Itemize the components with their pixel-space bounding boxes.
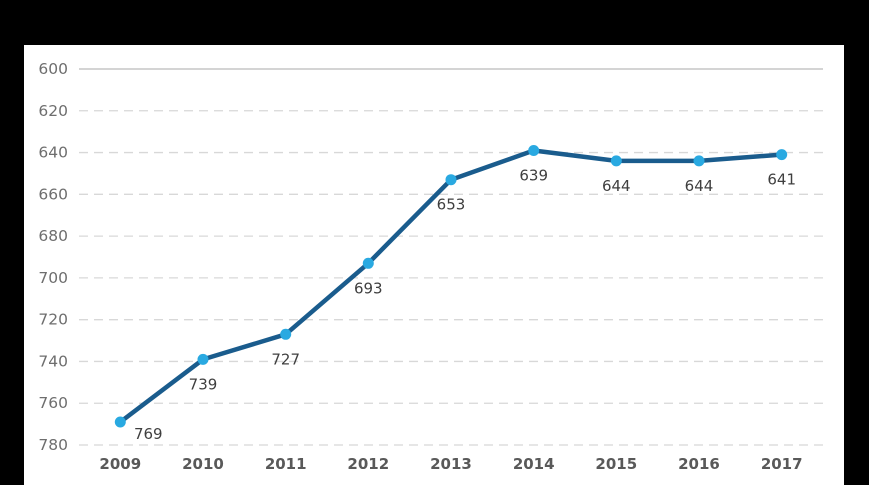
- data-label: 769: [134, 425, 163, 443]
- x-tick-label: 2012: [347, 455, 389, 473]
- data-point-marker: [610, 155, 622, 167]
- plot-background: [24, 45, 844, 485]
- data-label: 639: [519, 167, 548, 185]
- y-tick-label: 680: [38, 227, 68, 245]
- y-tick-label: 660: [38, 185, 68, 203]
- x-tick-label: 2011: [265, 455, 307, 473]
- x-tick-label: 2013: [430, 455, 472, 473]
- x-tick-label: 2010: [182, 455, 224, 473]
- data-point-marker: [197, 353, 209, 365]
- x-tick-label: 2016: [678, 455, 720, 473]
- data-point-marker: [445, 174, 457, 186]
- data-label: 727: [271, 350, 300, 368]
- y-tick-label: 700: [38, 269, 68, 287]
- data-point-marker: [114, 416, 126, 428]
- data-point-marker: [528, 145, 540, 156]
- y-tick-label: 740: [38, 352, 68, 370]
- data-label: 644: [602, 177, 631, 195]
- y-tick-label: 600: [38, 60, 68, 78]
- y-tick-label: 640: [38, 144, 68, 162]
- y-tick-label: 620: [38, 102, 68, 120]
- x-tick-label: 2015: [595, 455, 637, 473]
- data-label: 653: [437, 196, 466, 214]
- data-label: 644: [685, 177, 714, 195]
- y-tick-label: 720: [38, 311, 68, 329]
- data-label: 739: [189, 375, 218, 393]
- data-point-marker: [280, 328, 292, 340]
- data-label: 693: [354, 279, 383, 297]
- data-point-marker: [776, 149, 788, 161]
- x-tick-label: 2014: [513, 455, 555, 473]
- data-label: 641: [767, 171, 796, 189]
- y-tick-label: 780: [38, 436, 68, 454]
- x-tick-label: 2017: [761, 455, 803, 473]
- data-point-marker: [362, 257, 374, 269]
- data-point-marker: [693, 155, 705, 167]
- x-tick-label: 2009: [99, 455, 141, 473]
- y-tick-label: 760: [38, 394, 68, 412]
